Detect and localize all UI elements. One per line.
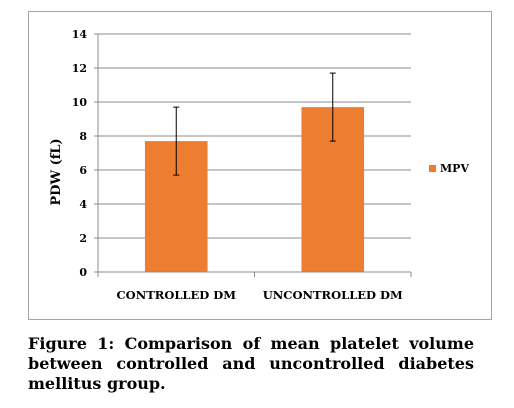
y-tick-label: 6: [79, 164, 87, 177]
y-tick-label: 10: [72, 96, 88, 109]
error-bars: [173, 72, 336, 176]
y-axis-title: PDW (fL): [49, 138, 64, 205]
bar-chart: 0 2 4 6 8 10 12 14 CONTROLLED DM UNCONTROLLED DM…: [49, 28, 469, 302]
legend: MPV: [429, 162, 469, 175]
legend-label-mpv: MPV: [440, 162, 469, 175]
y-tick-label: 2: [79, 232, 87, 245]
chart-frame: [28, 11, 492, 320]
y-tick-labels: 0 2 4 6 8 10 12 14: [72, 28, 88, 279]
bars: [144, 107, 365, 272]
y-tick-label: 4: [79, 198, 87, 211]
x-category-label: UNCONTROLLED DM: [263, 288, 403, 302]
y-tick-label: 12: [72, 62, 87, 75]
y-tick-label: 0: [79, 266, 87, 279]
figure-caption: Figure 1: Comparison of mean platelet vo…: [28, 334, 474, 393]
x-category-labels: CONTROLLED DM UNCONTROLLED DM: [117, 288, 403, 302]
y-tick-label: 8: [79, 130, 87, 143]
y-tick-label: 14: [72, 28, 88, 41]
axes: [94, 33, 412, 277]
x-category-label: CONTROLLED DM: [117, 288, 237, 302]
legend-swatch-mpv: [429, 165, 436, 172]
